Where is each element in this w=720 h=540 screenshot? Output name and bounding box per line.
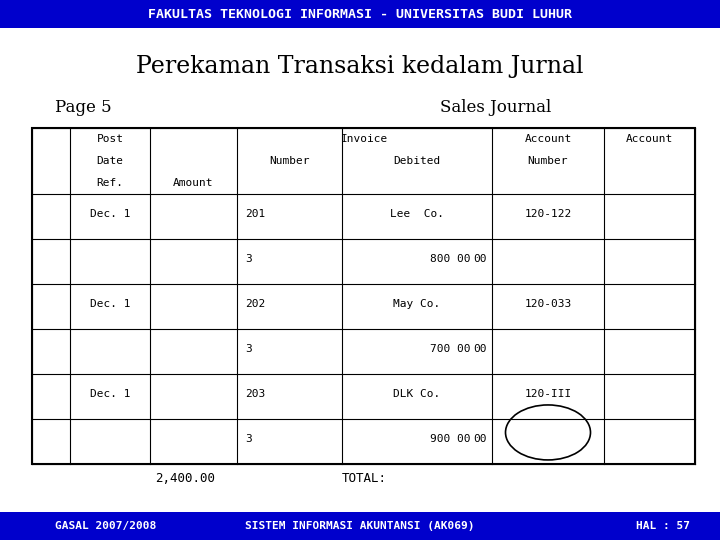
Text: GASAL 2007/2008: GASAL 2007/2008: [55, 521, 156, 531]
Text: TOTAL:: TOTAL:: [342, 471, 387, 484]
Text: Lee  Co.: Lee Co.: [390, 209, 444, 219]
Text: Debited: Debited: [393, 156, 441, 166]
Text: 203: 203: [245, 389, 265, 399]
Text: Number: Number: [528, 156, 568, 166]
Text: Amount: Amount: [174, 178, 214, 187]
Text: 00: 00: [474, 434, 487, 444]
Text: Page 5: Page 5: [55, 99, 112, 117]
Text: Perekaman Transaksi kedalam Jurnal: Perekaman Transaksi kedalam Jurnal: [136, 55, 584, 78]
Circle shape: [307, 238, 423, 354]
Text: HAL : 57: HAL : 57: [636, 521, 690, 531]
Text: Ref.: Ref.: [96, 178, 124, 187]
Text: Number: Number: [269, 156, 310, 166]
Text: 3: 3: [245, 434, 252, 444]
Text: 201: 201: [245, 209, 265, 219]
Text: Dec. 1: Dec. 1: [90, 389, 130, 399]
Text: 3: 3: [245, 344, 252, 354]
Text: 900 00: 900 00: [430, 434, 470, 444]
Text: SISTEM INFORMASI AKUNTANSI (AK069): SISTEM INFORMASI AKUNTANSI (AK069): [246, 521, 474, 531]
Text: 120-033: 120-033: [524, 299, 572, 309]
Bar: [0, 512, 720, 540]
Text: 3: 3: [245, 254, 252, 264]
Text: 800 00: 800 00: [430, 254, 470, 264]
Text: Account: Account: [626, 134, 673, 144]
Text: 00: 00: [474, 254, 487, 264]
Text: Account: Account: [524, 134, 572, 144]
Bar: [341, 261, 345, 331]
Text: Invoice: Invoice: [341, 134, 388, 144]
Bar: [337, 261, 392, 331]
Bar: [32, 128, 695, 464]
Text: 2,400.00: 2,400.00: [155, 471, 215, 484]
Text: 202: 202: [245, 299, 265, 309]
Text: Dec. 1: Dec. 1: [90, 299, 130, 309]
Text: 120-122: 120-122: [524, 209, 572, 219]
Text: Date: Date: [96, 156, 124, 166]
Text: FAKULTAS TEKNOLOGI INFORMASI - UNIVERSITAS BUDI LUHUR: FAKULTAS TEKNOLOGI INFORMASI - UNIVERSIT…: [148, 8, 572, 21]
Text: May Co.: May Co.: [393, 299, 441, 309]
Text: 00: 00: [474, 344, 487, 354]
Text: DLK Co.: DLK Co.: [393, 389, 441, 399]
Circle shape: [279, 211, 449, 381]
Text: Sales Journal: Sales Journal: [440, 99, 552, 117]
Bar: [0, 0, 720, 28]
Text: 120-III: 120-III: [524, 389, 572, 399]
Text: 700 00: 700 00: [430, 344, 470, 354]
Text: Dec. 1: Dec. 1: [90, 209, 130, 219]
Text: Post: Post: [96, 134, 124, 144]
